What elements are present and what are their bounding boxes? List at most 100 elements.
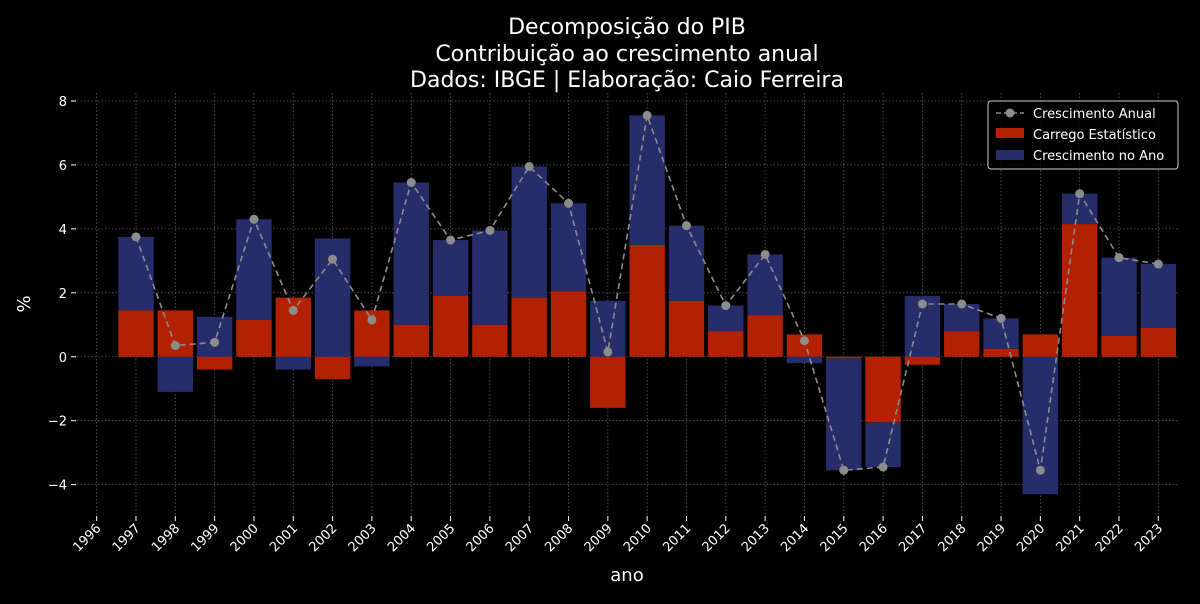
point-crescimento-anual — [681, 221, 691, 231]
y-tick-label: 6 — [59, 159, 67, 174]
y-tick-label: 2 — [59, 287, 67, 302]
chart-title-line-1: Decomposição do PIB — [508, 15, 746, 40]
bar-carrego-estatistico — [668, 300, 705, 357]
point-crescimento-anual — [721, 301, 731, 311]
bar-crescimento-no-ano — [550, 203, 587, 292]
y-tick-label: −4 — [48, 479, 67, 494]
bar-carrego-estatistico — [983, 348, 1019, 357]
bars — [118, 115, 1177, 495]
bar-carrego-estatistico — [1101, 335, 1137, 357]
bar-crescimento-no-ano — [1101, 257, 1137, 336]
bar-crescimento-no-ano — [1062, 193, 1098, 225]
chart-title: Decomposição do PIB Contribuição ao cres… — [410, 15, 844, 93]
bar-crescimento-no-ano — [236, 219, 272, 320]
point-crescimento-anual — [760, 249, 770, 259]
bar-crescimento-no-ano — [511, 166, 547, 298]
legend-line-marker — [1005, 108, 1015, 118]
bar-crescimento-no-ano — [826, 358, 862, 471]
point-crescimento-anual — [1035, 465, 1045, 475]
point-crescimento-anual — [288, 305, 298, 315]
point-crescimento-anual — [524, 162, 534, 172]
legend-box — [987, 100, 1179, 170]
y-tick-label: 0 — [59, 351, 67, 366]
bar-carrego-estatistico — [786, 334, 823, 357]
chart-title-line-3: Dados: IBGE | Elaboração: Caio Ferreira — [410, 68, 844, 93]
bar-crescimento-no-ano — [157, 356, 193, 392]
point-crescimento-anual — [328, 254, 338, 264]
point-crescimento-anual — [1153, 259, 1163, 269]
bar-carrego-estatistico — [904, 356, 941, 365]
bar-carrego-estatistico — [1062, 224, 1098, 357]
legend-label-carrego-estatistico: Carrego Estatístico — [1033, 128, 1156, 143]
bar-carrego-estatistico — [550, 291, 587, 357]
bar-carrego-estatistico — [236, 319, 272, 357]
point-crescimento-anual — [1114, 253, 1124, 263]
legend-swatch-carrego — [996, 128, 1024, 138]
bar-crescimento-no-ano — [472, 230, 508, 325]
bar-carrego-estatistico — [1022, 334, 1059, 357]
bar-crescimento-no-ano — [1140, 264, 1177, 328]
legend-swatch-crescimento-no-ano — [996, 150, 1024, 160]
point-crescimento-anual — [1075, 189, 1085, 199]
point-crescimento-anual — [131, 232, 141, 242]
bar-carrego-estatistico — [826, 356, 862, 359]
point-crescimento-anual — [485, 225, 495, 235]
bar-carrego-estatistico — [590, 356, 626, 408]
bar-carrego-estatistico — [393, 324, 429, 357]
point-crescimento-anual — [210, 337, 220, 347]
legend-label-crescimento-no-ano: Crescimento no Ano — [1033, 149, 1164, 164]
point-crescimento-anual — [839, 465, 849, 475]
point-crescimento-anual — [957, 299, 967, 309]
bar-carrego-estatistico — [629, 244, 665, 357]
bar-crescimento-no-ano — [786, 356, 823, 364]
bar-carrego-estatistico — [747, 315, 783, 357]
point-crescimento-anual — [406, 178, 416, 188]
bar-crescimento-no-ano — [865, 422, 901, 468]
chart-title-line-2: Contribuição ao crescimento anual — [435, 42, 818, 67]
bar-crescimento-no-ano — [432, 240, 469, 297]
bar-carrego-estatistico — [472, 324, 508, 357]
bar-carrego-estatistico — [118, 310, 154, 357]
bar-carrego-estatistico — [314, 356, 351, 380]
bar-crescimento-no-ano — [668, 225, 705, 301]
point-crescimento-anual — [249, 214, 259, 224]
bar-carrego-estatistico — [511, 297, 547, 357]
bar-carrego-estatistico — [1140, 327, 1177, 357]
bar-carrego-estatistico — [944, 331, 980, 357]
y-tick-label: 4 — [59, 223, 67, 238]
point-crescimento-anual — [799, 336, 809, 346]
point-crescimento-anual — [878, 462, 888, 472]
point-crescimento-anual — [564, 198, 574, 208]
bar-crescimento-no-ano — [196, 316, 233, 357]
bar-crescimento-no-ano — [354, 356, 390, 367]
legend-label-crescimento-anual: Crescimento Anual — [1033, 107, 1156, 122]
y-tick-label: 8 — [59, 95, 67, 110]
legend: Crescimento Anual Carrego Estatístico Cr… — [987, 100, 1179, 170]
point-crescimento-anual — [170, 341, 180, 351]
line-crescimento-anual — [135, 112, 1159, 472]
bar-carrego-estatistico — [865, 356, 901, 423]
y-axis-ticks: −4 −2 0 2 4 6 8 — [48, 95, 76, 494]
point-crescimento-anual — [996, 313, 1006, 323]
point-crescimento-anual — [367, 315, 377, 325]
bar-crescimento-no-ano — [747, 254, 783, 316]
bar-carrego-estatistico — [196, 356, 233, 370]
bar-crescimento-no-ano — [275, 356, 311, 370]
y-tick-label: −2 — [48, 415, 67, 430]
bar-crescimento-no-ano — [983, 318, 1019, 349]
point-crescimento-anual — [603, 347, 613, 357]
point-crescimento-anual — [446, 235, 456, 245]
bar-crescimento-no-ano — [629, 115, 665, 245]
x-axis-label: ano — [610, 565, 643, 586]
bar-crescimento-no-ano — [118, 236, 154, 311]
bar-crescimento-no-ano — [393, 182, 429, 325]
growth-line — [131, 110, 1163, 475]
point-crescimento-anual — [917, 299, 927, 309]
point-crescimento-anual — [642, 110, 652, 120]
bar-carrego-estatistico — [432, 296, 469, 357]
bar-carrego-estatistico — [708, 331, 744, 357]
y-axis-label: % — [14, 295, 35, 312]
